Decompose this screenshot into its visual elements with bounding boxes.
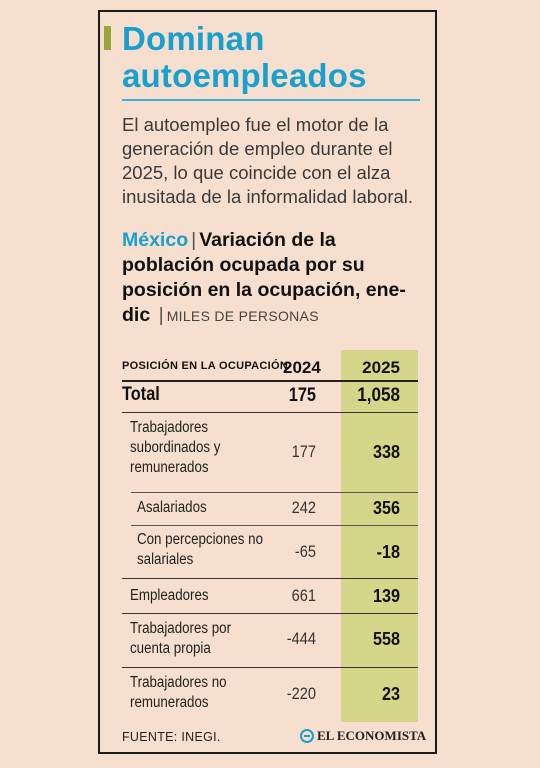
header-2025: 2025 — [362, 358, 400, 377]
source-note: FUENTE: INEGI. — [122, 730, 221, 744]
row-cuenta-propia-2024: -444 — [286, 629, 316, 648]
row-rule — [131, 492, 418, 493]
row-rule — [122, 613, 418, 614]
title-separator: | — [191, 229, 197, 251]
headline-rule — [122, 99, 420, 101]
row-label-subordinados: Trabajadores subordinados y remunerados — [130, 419, 221, 476]
brand-name: EL ECONOMISTA — [317, 728, 427, 743]
chart-title-text: Variación de la población ocupada por su… — [122, 229, 406, 326]
units-separator: | — [158, 304, 164, 326]
row-empleadores-2024: 661 — [291, 586, 316, 605]
header-2024: 2024 — [283, 358, 321, 377]
chart-country: México — [122, 229, 189, 251]
row-rule — [131, 525, 418, 526]
row-total-2025: 1,058 — [357, 385, 400, 406]
row-subordinados-2025: 338 — [372, 442, 400, 462]
row-label-asalariados: Asalariados — [137, 499, 207, 516]
header-label: POSICIÓN EN LA OCUPACIÓN — [122, 360, 289, 372]
chart-units: MILES DE PERSONAS — [166, 308, 319, 324]
row-label-cuenta-propia: Trabajadores por cuenta propia — [130, 620, 232, 657]
lede: El autoempleo fue el motor de la generac… — [122, 114, 414, 207]
header-rule — [122, 380, 418, 382]
row-label-total: Total — [122, 384, 160, 405]
row-rule — [122, 412, 418, 413]
row-no-salariales-2024: -65 — [294, 542, 316, 561]
row-rule — [122, 667, 418, 668]
row-asalariados-2024: 242 — [291, 498, 316, 517]
row-no-remunerados-2025: 23 — [381, 684, 400, 704]
row-empleadores-2025: 139 — [372, 586, 400, 606]
row-label-no-remunerados: Trabajadores no remunerados — [130, 674, 227, 711]
row-no-salariales-2025: -18 — [376, 542, 400, 562]
row-total-2024: 175 — [288, 385, 316, 406]
logo-icon — [300, 729, 314, 743]
row-subordinados-2024: 177 — [291, 442, 316, 461]
row-no-remunerados-2024: -220 — [286, 684, 316, 703]
accent-bar — [104, 26, 111, 50]
row-rule — [122, 578, 418, 579]
row-asalariados-2025: 356 — [372, 498, 400, 518]
headline: Dominan autoempleados — [122, 20, 367, 94]
brand-logo: EL ECONOMISTA — [300, 728, 426, 744]
chart-title: México | Variación de la población ocupada… — [122, 228, 422, 329]
row-label-no-salariales: Con percepciones no salariales — [137, 531, 263, 568]
row-cuenta-propia-2025: 558 — [372, 629, 400, 649]
row-label-empleadores: Empleadores — [130, 587, 209, 604]
